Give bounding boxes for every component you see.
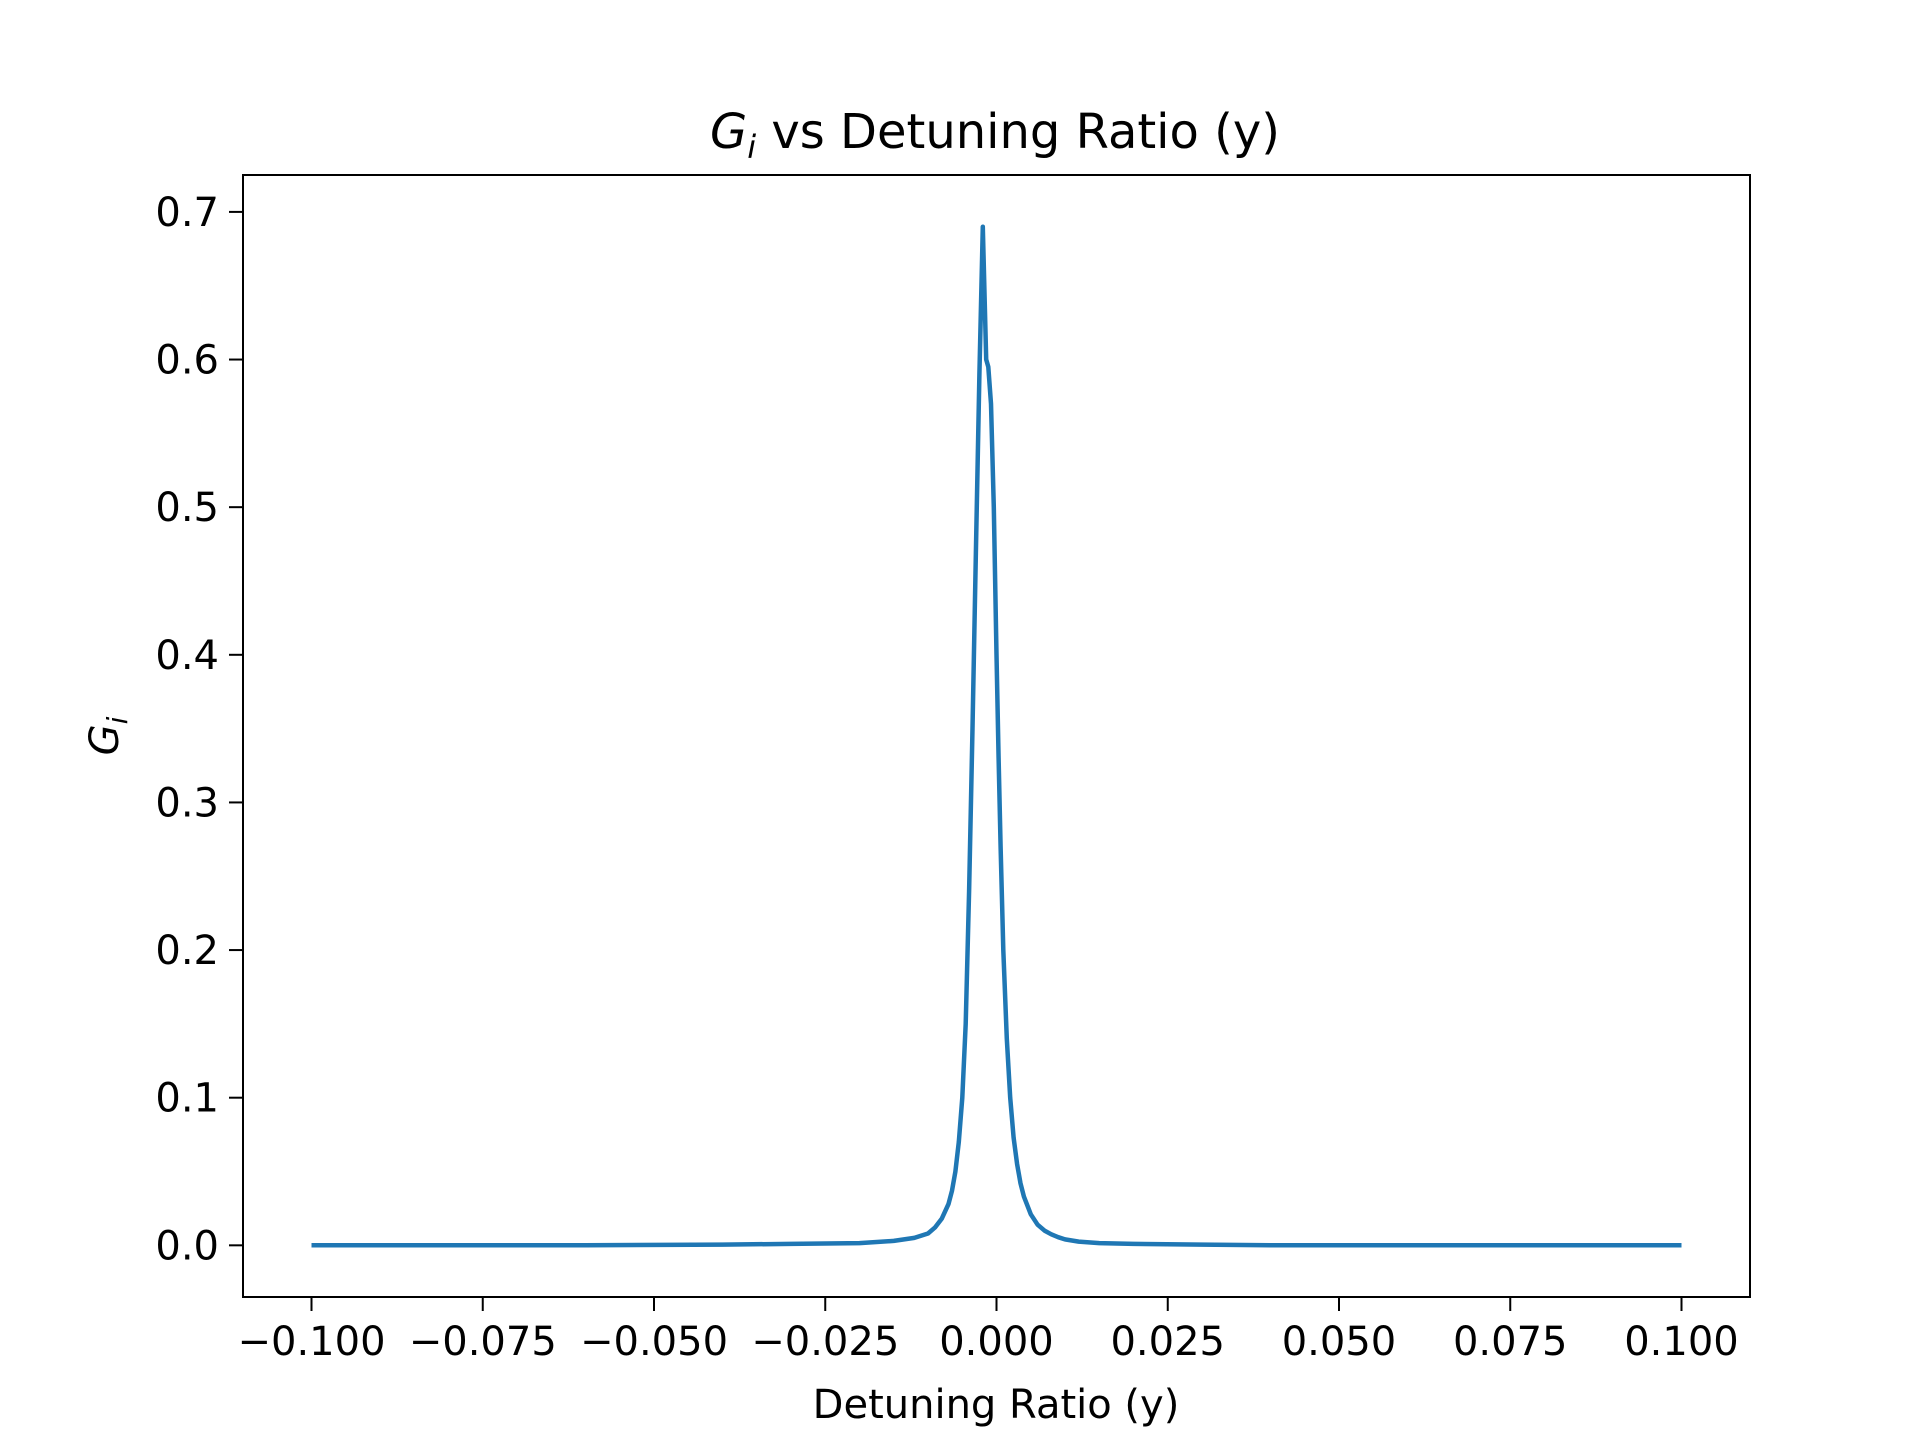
x-tick-label: −0.050 [580, 1319, 728, 1365]
series-line [311, 224, 1682, 1248]
y-tick-label: 0.2 [155, 928, 219, 974]
x-axis: −0.100 −0.075 −0.050 −0.025 0.000 0.025 0.050 0… [237, 1297, 1739, 1365]
y-tick-label: 0.1 [155, 1076, 219, 1122]
y-tick-label: 0.4 [155, 633, 219, 679]
x-tick-label: 0.000 [939, 1319, 1054, 1365]
y-axis: 0.0 0.1 0.2 0.3 0.4 0.5 0.6 0.7 [155, 190, 243, 1269]
x-tick-label: 0.100 [1624, 1319, 1739, 1365]
x-tick-label: 0.050 [1282, 1319, 1397, 1365]
x-tick-label: 0.075 [1453, 1319, 1568, 1365]
y-tick-label: 0.5 [155, 485, 219, 531]
x-axis-label: Detuning Ratio (y) [813, 1382, 1180, 1428]
x-tick-label: −0.100 [237, 1319, 385, 1365]
y-tick-label: 0.0 [155, 1223, 219, 1269]
x-tick-label: −0.025 [751, 1319, 899, 1365]
x-tick-label: −0.075 [409, 1319, 557, 1365]
y-tick-label: 0.6 [155, 338, 219, 384]
chart-title: Gi vs Detuning Ratio (y) [710, 104, 1280, 166]
y-axis-label: Gi [82, 716, 134, 755]
series-layer [311, 224, 1682, 1248]
y-tick-label: 0.7 [155, 190, 219, 236]
x-tick-label: 0.025 [1110, 1319, 1225, 1365]
y-tick-label: 0.3 [155, 780, 219, 826]
